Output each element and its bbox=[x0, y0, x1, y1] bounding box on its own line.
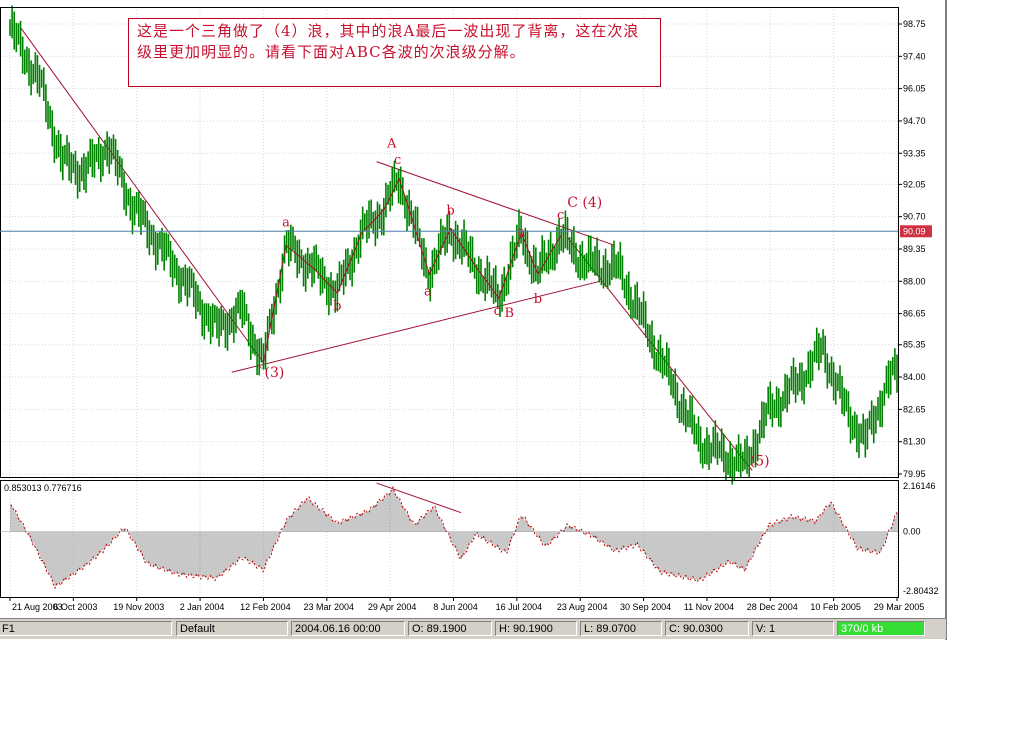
price-tick-label: 86.65 bbox=[903, 309, 926, 319]
price-tick-label: 84.00 bbox=[903, 372, 926, 382]
wave-label: c bbox=[557, 208, 564, 223]
annotation-box: 这是一个三角做了（4）浪，其中的浪A最后一波出现了背离，这在次浪级里更加明显的。… bbox=[128, 18, 661, 87]
status-open: O: 89.1900 bbox=[408, 621, 492, 636]
date-tick-label: 16 Jul 2004 bbox=[496, 602, 543, 612]
date-tick-label: 11 Nov 2004 bbox=[684, 602, 734, 612]
wave-label: c bbox=[494, 304, 501, 319]
wave-label: b bbox=[446, 203, 454, 218]
wave-label: b bbox=[534, 292, 542, 307]
indicator-panel-frame bbox=[0, 480, 899, 598]
wave-label: `(3) bbox=[258, 365, 285, 381]
trend-line bbox=[231, 280, 600, 373]
date-tick-label: 29 Apr 2004 bbox=[368, 602, 417, 612]
date-tick-label: 8 Jun 2004 bbox=[433, 602, 478, 612]
price-tick-label: 82.65 bbox=[903, 404, 926, 414]
date-tick-label: 21 Aug 2003 bbox=[12, 602, 63, 612]
wave-path bbox=[262, 177, 562, 363]
date-tick-label: 6 Oct 2003 bbox=[53, 602, 97, 612]
status-bar: F1 Default 2004.06.16 00:00 O: 89.1900 H… bbox=[0, 618, 946, 639]
indicator-tick-label: -2.80432 bbox=[903, 586, 939, 596]
price-tick-label: 94.70 bbox=[903, 116, 926, 126]
current-price-marker bbox=[900, 225, 932, 238]
wave-label: b bbox=[333, 299, 341, 314]
wave-label: a bbox=[517, 225, 525, 240]
date-tick-label: 19 Nov 2003 bbox=[113, 602, 164, 612]
status-memory: 370/0 kb bbox=[837, 621, 925, 636]
status-volume: V: 1 bbox=[752, 621, 834, 636]
annotation-text: 这是一个三角做了（4）浪，其中的浪A最后一波出现了背离，这在次浪级里更加明显的。… bbox=[137, 22, 640, 61]
price-tick-label: 79.95 bbox=[903, 469, 926, 479]
price-tick-label: 96.05 bbox=[903, 84, 926, 94]
date-tick-label: 23 Mar 2004 bbox=[304, 602, 355, 612]
price-tick-label: 89.35 bbox=[903, 244, 926, 254]
date-tick-label: 29 Mar 2005 bbox=[874, 602, 925, 612]
status-low: L: 89.0700 bbox=[580, 621, 662, 636]
axes: 98.75 97.40 96.05 94.70 93.35 92.05 90.70 89.35… bbox=[0, 0, 947, 640]
wave-label: a bbox=[424, 285, 432, 300]
price-tick-label: 90.70 bbox=[903, 212, 926, 222]
indicator-values: 0.853013 0.776716 bbox=[4, 483, 82, 493]
wave-label: c bbox=[394, 153, 401, 168]
indicator-tick-label: 0.00 bbox=[903, 527, 921, 537]
price-tick-label: 92.05 bbox=[903, 179, 926, 189]
wave-label: A bbox=[386, 136, 397, 151]
status-close: C: 90.0300 bbox=[665, 621, 749, 636]
price-tick-label: 88.00 bbox=[903, 276, 926, 286]
status-high: H: 90.1900 bbox=[495, 621, 577, 636]
date-tick-label: 28 Dec 2004 bbox=[747, 602, 798, 612]
wave-label: B bbox=[505, 306, 515, 321]
trend-line bbox=[20, 27, 264, 363]
wave-label: C (4) bbox=[567, 195, 602, 211]
indicator-tick-label: 2.16146 bbox=[903, 481, 936, 491]
price-panel-frame bbox=[0, 7, 899, 478]
price-tick-label: 97.40 bbox=[903, 51, 926, 61]
chart-background bbox=[0, 0, 946, 640]
divergence-line bbox=[376, 482, 462, 514]
wave-label: (5) bbox=[750, 454, 770, 470]
date-tick-label: 10 Feb 2005 bbox=[810, 602, 861, 612]
price-bars bbox=[9, 5, 898, 485]
price-tick-label: 93.35 bbox=[903, 148, 926, 158]
price-tick-label: 81.30 bbox=[903, 437, 926, 447]
current-price-label: 90.09 bbox=[903, 226, 926, 236]
status-symbol: F1 bbox=[0, 621, 172, 636]
date-tick-label: 30 Sep 2004 bbox=[620, 602, 671, 612]
wave-label: a bbox=[282, 215, 290, 230]
date-tick-label: 23 Aug 2004 bbox=[557, 602, 608, 612]
status-datetime: 2004.06.16 00:00 bbox=[291, 621, 405, 636]
date-tick-label: 2 Jan 2004 bbox=[180, 602, 225, 612]
status-profile[interactable]: Default bbox=[176, 621, 288, 636]
wave-zigzag bbox=[262, 177, 562, 363]
price-tick-label: 85.35 bbox=[903, 340, 926, 350]
price-tick-label: 98.75 bbox=[903, 19, 926, 29]
date-tick-label: 12 Feb 2004 bbox=[240, 602, 291, 612]
